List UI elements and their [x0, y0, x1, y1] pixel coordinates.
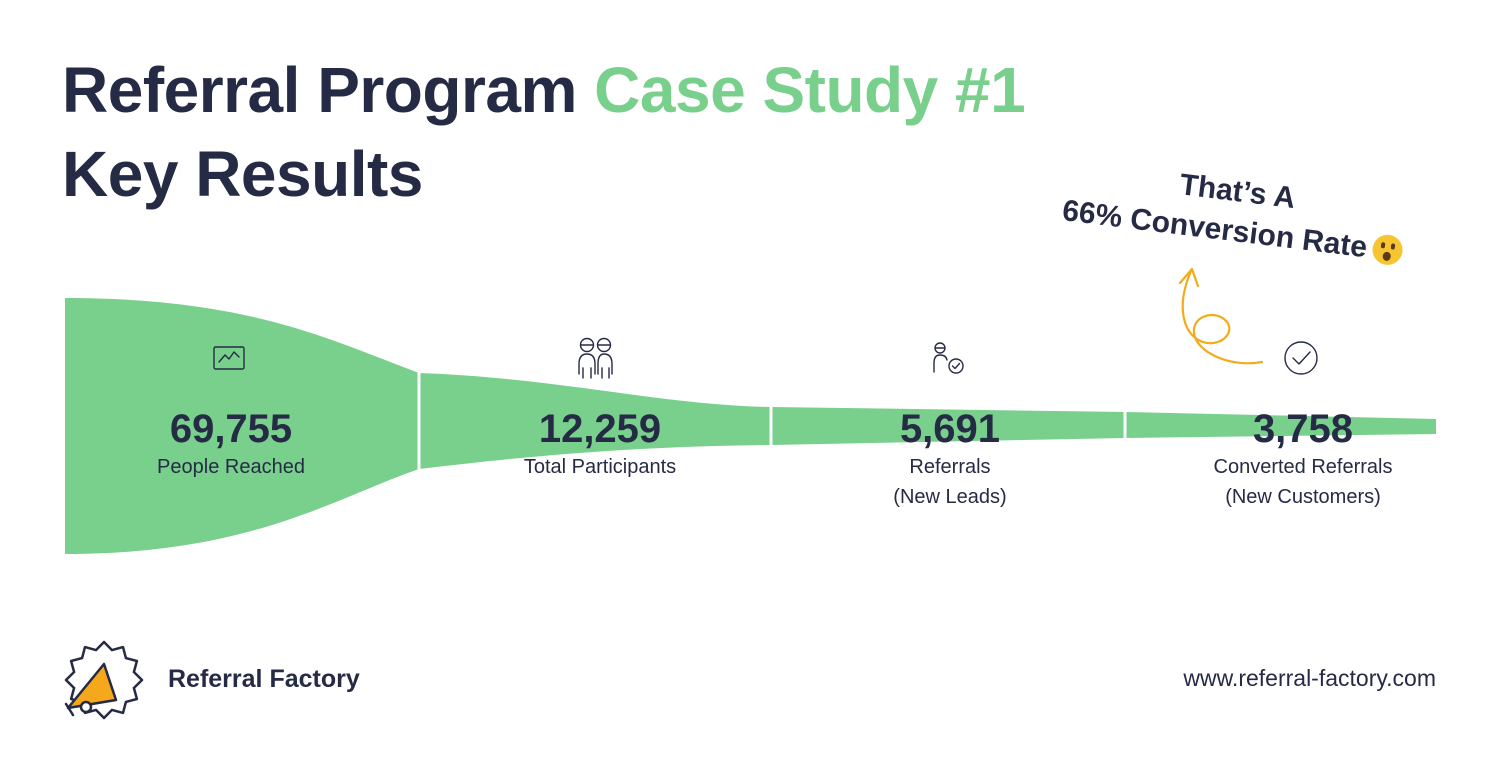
- stage-label-sub: (New Customers): [1225, 486, 1381, 508]
- surprised-face-icon: [1371, 233, 1405, 267]
- stage-value: 12,259: [538, 407, 662, 451]
- title-part-1: Referral Program: [62, 54, 595, 126]
- stage-value: 5,691: [899, 407, 1001, 451]
- line-chart-icon: [213, 346, 245, 370]
- funnel-stage: 3,758 Converted Referrals (New Customers…: [1138, 406, 1468, 512]
- stage-label-sub: (New Leads): [893, 486, 1007, 508]
- stage-value: 3,758: [1252, 407, 1354, 451]
- funnel-stage: 69,755 People Reached: [66, 406, 396, 482]
- circle-check-icon: [1284, 341, 1318, 375]
- stage-label: People Reached: [157, 456, 305, 478]
- website-url: www.referral-factory.com: [1183, 665, 1436, 691]
- funnel-stage: 12,259 Total Participants: [435, 406, 765, 482]
- stage-label: Converted Referrals: [1213, 456, 1393, 478]
- brand-name: Referral Factory: [168, 665, 360, 693]
- brand-logo: [64, 640, 144, 720]
- funnel-shape: [65, 298, 1436, 554]
- two-people-icon: [578, 337, 613, 379]
- title-line-2: Key Results: [62, 138, 423, 210]
- page-title: Referral Program Case Study #1 Key Resul…: [62, 48, 1026, 216]
- stage-label: Referrals: [909, 456, 991, 478]
- stage-label: Total Participants: [523, 456, 677, 478]
- stage-value: 69,755: [169, 407, 293, 451]
- funnel-stage: 5,691 Referrals (New Leads): [785, 406, 1115, 512]
- person-check-icon: [933, 342, 964, 374]
- title-part-2: Case Study #1: [594, 54, 1026, 126]
- callout-arrow: [1178, 267, 1264, 365]
